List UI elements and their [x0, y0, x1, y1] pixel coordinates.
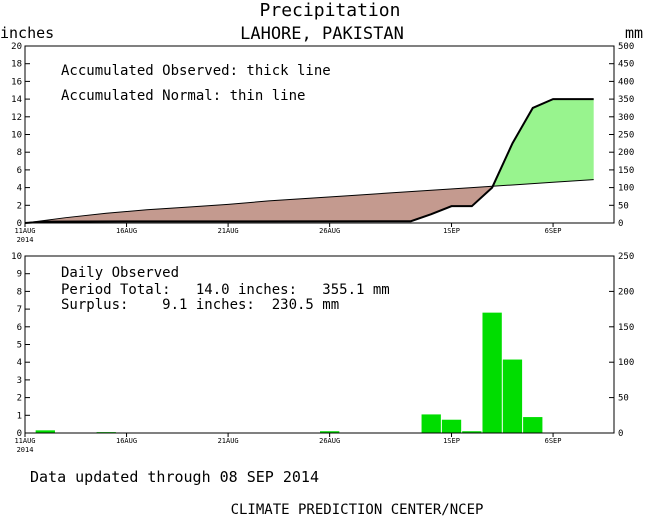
accumulated-normal-line [24, 179, 594, 224]
chart-title: Precipitation [260, 0, 401, 21]
bottom-left-tick-label: 1 [17, 411, 22, 421]
top-left-tick-label: 12 [11, 113, 22, 123]
credit-line: CLIMATE PREDICTION CENTER/NCEP [231, 502, 484, 518]
bottom-x-tick-label: 26AUG [319, 437, 340, 445]
daily-bar [482, 312, 502, 433]
top-left-tick-label: 16 [11, 77, 22, 87]
top-right-tick-label: 200 [618, 148, 634, 158]
top-left-tick-label: 2 [17, 201, 22, 211]
right-unit-label: mm [625, 24, 643, 42]
daily-observed-label: Daily Observed [61, 265, 179, 281]
top-x-year-label: 2014 [17, 236, 34, 244]
top-x-tick-label: 26AUG [319, 227, 340, 235]
accumulated-precip-panel: 0246810121416182005010015020025030035040… [11, 42, 634, 244]
bottom-left-tick-label: 5 [17, 341, 22, 351]
bottom-left-tick-label: 8 [17, 287, 22, 297]
bottom-left-tick-label: 3 [17, 376, 22, 386]
daily-bar [35, 430, 55, 433]
daily-bar [462, 431, 482, 433]
bottom-x-tick-label: 1SEP [443, 437, 460, 445]
bottom-x-tick-label: 21AUG [218, 437, 239, 445]
top-right-tick-label: 450 [618, 60, 634, 70]
top-right-tick-label: 100 [618, 184, 634, 194]
period-total-text: Period Total: 14.0 inches: 355.1 mm [61, 282, 390, 298]
bottom-right-tick-label: 0 [618, 429, 623, 439]
daily-bar [502, 359, 523, 433]
top-right-tick-label: 500 [618, 42, 634, 52]
bottom-left-tick-label: 0 [17, 429, 22, 439]
top-right-tick-label: 50 [618, 201, 629, 211]
top-x-tick-label: 11AUG [14, 227, 35, 235]
top-x-tick-label: 1SEP [443, 227, 460, 235]
top-right-tick-label: 0 [618, 219, 623, 229]
bottom-right-tick-label: 250 [618, 252, 634, 262]
bottom-left-tick-label: 6 [17, 323, 22, 333]
daily-bar [421, 414, 441, 433]
bottom-x-tick-label: 16AUG [116, 437, 137, 445]
chart-subtitle: LAHORE, PAKISTAN [240, 24, 404, 44]
surplus-text: Surplus: 9.1 inches: 230.5 mm [61, 297, 339, 313]
daily-bar [523, 417, 543, 433]
top-left-tick-label: 0 [17, 219, 22, 229]
accumulated-observed-line [24, 98, 594, 224]
bottom-right-tick-label: 100 [618, 358, 634, 368]
top-left-tick-label: 18 [11, 60, 22, 70]
bottom-right-tick-label: 200 [618, 287, 634, 297]
bottom-right-tick-label: 50 [618, 394, 629, 404]
top-left-tick-label: 6 [17, 166, 22, 176]
bottom-x-year-label: 2014 [17, 446, 34, 454]
top-right-tick-label: 150 [618, 166, 634, 176]
top-left-tick-label: 10 [11, 131, 22, 141]
daily-bar [320, 431, 340, 433]
top-right-tick-label: 250 [618, 131, 634, 141]
top-left-tick-label: 14 [11, 95, 22, 105]
bottom-left-tick-label: 9 [17, 270, 22, 280]
bottom-left-tick-label: 7 [17, 305, 22, 315]
legend-observed: Accumulated Observed: thick line [61, 63, 331, 79]
left-unit-label: inches [0, 24, 54, 42]
top-left-tick-label: 8 [17, 148, 22, 158]
bottom-left-tick-label: 4 [17, 358, 22, 368]
bottom-right-tick-label: 150 [618, 323, 634, 333]
top-left-tick-label: 20 [11, 42, 22, 52]
deficit-area [25, 186, 493, 223]
top-right-tick-label: 350 [618, 95, 634, 105]
daily-bar [441, 419, 462, 433]
top-right-tick-label: 400 [618, 77, 634, 87]
top-right-tick-label: 300 [618, 113, 634, 123]
bottom-x-tick-label: 6SEP [545, 437, 562, 445]
top-x-tick-label: 6SEP [545, 227, 562, 235]
bottom-left-tick-label: 2 [17, 394, 22, 404]
bottom-left-tick-label: 10 [11, 252, 22, 262]
top-x-tick-label: 16AUG [116, 227, 137, 235]
legend-normal: Accumulated Normal: thin line [61, 88, 305, 104]
bottom-x-tick-label: 11AUG [14, 437, 35, 445]
data-updated-note: Data updated through 08 SEP 2014 [30, 468, 319, 486]
surplus-area [492, 99, 594, 187]
top-x-tick-label: 21AUG [218, 227, 239, 235]
top-left-tick-label: 4 [17, 184, 22, 194]
